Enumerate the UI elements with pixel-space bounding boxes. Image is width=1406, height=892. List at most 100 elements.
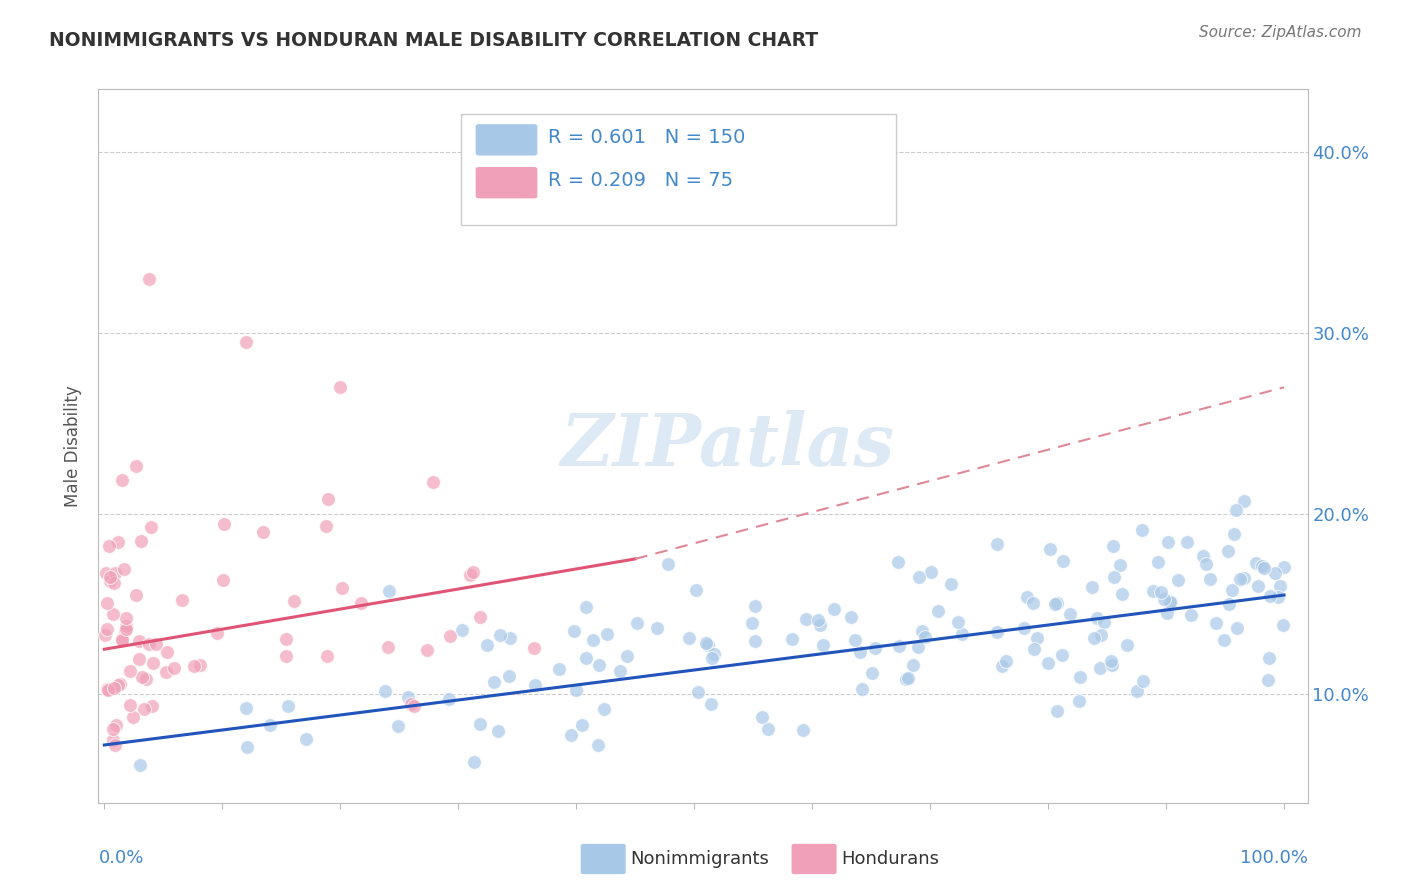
Point (901, 658, 924, 673)
Point (920, 565, 942, 579)
Point (1233, 570, 1256, 584)
Point (1012, 622, 1035, 636)
Point (104, 566, 127, 580)
Point (111, 632, 134, 647)
Point (103, 607, 125, 621)
Point (104, 738, 127, 752)
Point (498, 669, 520, 683)
Point (1153, 591, 1175, 606)
Point (315, 518, 337, 533)
Point (886, 555, 908, 569)
Point (823, 602, 845, 616)
Point (582, 633, 605, 648)
Point (1156, 606, 1178, 620)
Point (897, 671, 920, 685)
Point (131, 534, 153, 549)
FancyBboxPatch shape (475, 167, 537, 198)
Point (98, 574, 121, 588)
Point (212, 517, 235, 532)
Point (475, 639, 498, 653)
Point (744, 599, 766, 613)
Point (125, 459, 148, 474)
Point (562, 624, 585, 638)
Point (1244, 556, 1267, 570)
Point (1043, 597, 1066, 611)
Point (236, 740, 259, 755)
Point (1233, 493, 1256, 508)
Point (1195, 557, 1218, 571)
Point (276, 699, 298, 714)
Point (780, 632, 803, 646)
Point (703, 647, 725, 661)
Point (1099, 654, 1122, 668)
Point (1022, 596, 1045, 610)
Point (235, 335, 257, 350)
Point (1223, 526, 1246, 541)
Point (796, 612, 818, 626)
Point (1088, 661, 1111, 675)
Point (486, 723, 509, 738)
Point (101, 722, 124, 736)
Point (98, 570, 121, 584)
Point (1205, 616, 1227, 631)
Point (499, 631, 522, 645)
Point (1083, 631, 1105, 645)
Point (139, 520, 162, 534)
Point (811, 638, 834, 652)
Point (1167, 574, 1189, 588)
Point (1251, 558, 1274, 573)
Point (914, 630, 936, 644)
Point (1102, 569, 1125, 583)
Point (609, 664, 631, 678)
Point (274, 649, 297, 664)
Point (1220, 583, 1243, 598)
Point (756, 723, 779, 737)
Point (807, 613, 830, 627)
Point (1092, 615, 1115, 630)
Point (404, 699, 426, 714)
Point (1109, 558, 1132, 572)
Point (851, 682, 873, 697)
Text: Hondurans: Hondurans (841, 850, 939, 868)
Point (134, 702, 156, 716)
Point (104, 718, 127, 732)
Point (863, 640, 886, 655)
Point (1026, 631, 1049, 645)
Text: Nonimmigrants: Nonimmigrants (630, 850, 769, 868)
Point (183, 659, 205, 673)
Point (1270, 579, 1292, 593)
Point (252, 524, 274, 539)
Point (586, 738, 609, 752)
Point (1101, 539, 1123, 553)
Point (887, 639, 910, 653)
Point (329, 380, 352, 394)
Point (697, 638, 720, 652)
Point (1212, 633, 1234, 648)
Point (1069, 670, 1091, 684)
Point (439, 630, 461, 644)
Point (839, 610, 862, 624)
Point (1052, 554, 1074, 568)
Point (489, 628, 512, 642)
Point (1059, 607, 1081, 621)
Point (120, 698, 142, 712)
Point (155, 665, 177, 680)
Point (437, 692, 460, 706)
Point (156, 645, 179, 659)
Point (1111, 586, 1133, 600)
Point (592, 702, 614, 716)
Point (468, 716, 491, 731)
Point (560, 728, 582, 742)
Point (1260, 589, 1282, 603)
Point (1198, 572, 1220, 586)
Point (96, 566, 118, 580)
Point (1126, 684, 1149, 698)
Text: ZIPatlas: ZIPatlas (560, 410, 894, 482)
Point (986, 537, 1008, 551)
Point (686, 685, 709, 699)
Point (950, 626, 973, 640)
Point (112, 562, 135, 576)
Point (792, 723, 814, 738)
Point (994, 654, 1017, 668)
Text: Source: ZipAtlas.com: Source: ZipAtlas.com (1198, 25, 1361, 40)
